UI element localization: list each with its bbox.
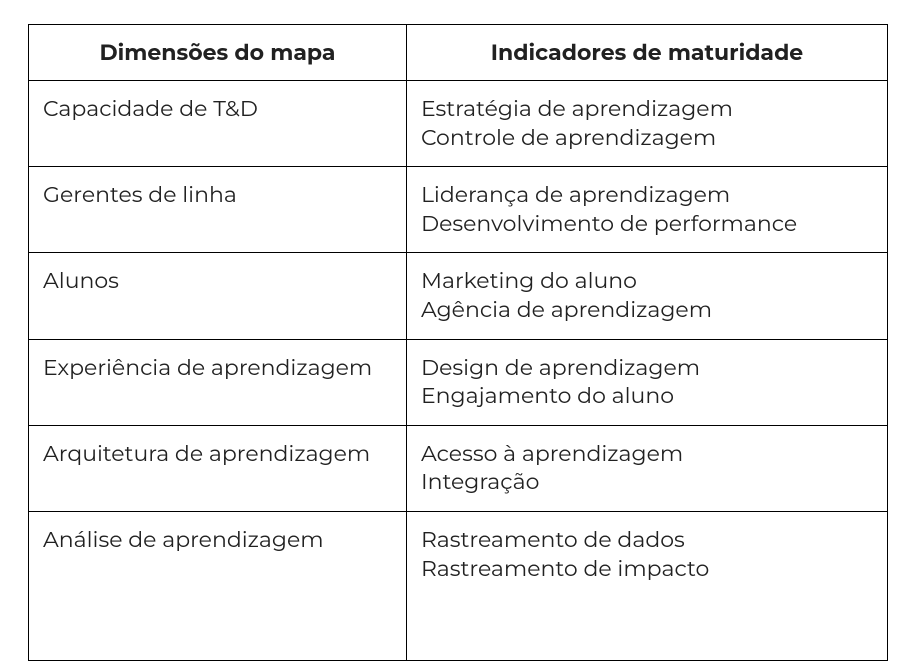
indicador-text: Integração <box>421 468 879 497</box>
indicador-text: Engajamento do aluno <box>421 382 879 411</box>
table-row: Capacidade de T&D Estratégia de aprendiz… <box>29 81 888 167</box>
table-row: Experiência de aprendizagem Design de ap… <box>29 339 888 425</box>
dimensao-text: Capacidade de T&D <box>43 95 398 124</box>
page-canvas: Dimensões do mapa Indicadores de maturid… <box>0 0 916 612</box>
cell-dimensao: Alunos <box>29 253 407 339</box>
table-row: Arquitetura de aprendizagem Acesso à apr… <box>29 425 888 511</box>
indicador-text: Controle de aprendizagem <box>421 124 879 153</box>
indicador-text: Estratégia de aprendizagem <box>421 95 879 124</box>
indicador-text: Liderança de aprendizagem <box>421 181 879 210</box>
table-header: Dimensões do mapa Indicadores de maturid… <box>29 25 888 81</box>
table-row: Análise de aprendizagem Rastreamento de … <box>29 511 888 660</box>
column-header-indicadores: Indicadores de maturidade <box>406 25 887 81</box>
indicador-text: Design de aprendizagem <box>421 354 879 383</box>
cell-dimensao: Capacidade de T&D <box>29 81 407 167</box>
maturity-table: Dimensões do mapa Indicadores de maturid… <box>28 24 888 661</box>
cell-indicadores: Liderança de aprendizagem Desenvolviment… <box>406 167 887 253</box>
indicador-text: Marketing do aluno <box>421 267 879 296</box>
dimensao-text: Gerentes de linha <box>43 181 398 210</box>
table-row: Alunos Marketing do aluno Agência de apr… <box>29 253 888 339</box>
cell-indicadores: Marketing do aluno Agência de aprendizag… <box>406 253 887 339</box>
indicador-text: Rastreamento de impacto <box>421 555 879 584</box>
cell-indicadores: Estratégia de aprendizagem Controle de a… <box>406 81 887 167</box>
cell-dimensao: Arquitetura de aprendizagem <box>29 425 407 511</box>
indicador-text: Desenvolvimento de performance <box>421 210 879 239</box>
cell-dimensao: Experiência de aprendizagem <box>29 339 407 425</box>
indicador-text: Agência de aprendizagem <box>421 296 879 325</box>
cell-indicadores: Rastreamento de dados Rastreamento de im… <box>406 511 887 660</box>
cell-dimensao: Análise de aprendizagem <box>29 511 407 660</box>
dimensao-text: Análise de aprendizagem <box>43 526 398 555</box>
cell-indicadores: Acesso à aprendizagem Integração <box>406 425 887 511</box>
dimensao-text: Alunos <box>43 267 398 296</box>
table-row: Gerentes de linha Liderança de aprendiza… <box>29 167 888 253</box>
dimensao-text: Experiência de aprendizagem <box>43 354 398 383</box>
table-header-row: Dimensões do mapa Indicadores de maturid… <box>29 25 888 81</box>
indicador-text: Rastreamento de dados <box>421 526 879 555</box>
column-header-dimensoes: Dimensões do mapa <box>29 25 407 81</box>
indicador-text: Acesso à aprendizagem <box>421 440 879 469</box>
cell-indicadores: Design de aprendizagem Engajamento do al… <box>406 339 887 425</box>
dimensao-text: Arquitetura de aprendizagem <box>43 440 398 469</box>
cell-dimensao: Gerentes de linha <box>29 167 407 253</box>
table-body: Capacidade de T&D Estratégia de aprendiz… <box>29 81 888 661</box>
